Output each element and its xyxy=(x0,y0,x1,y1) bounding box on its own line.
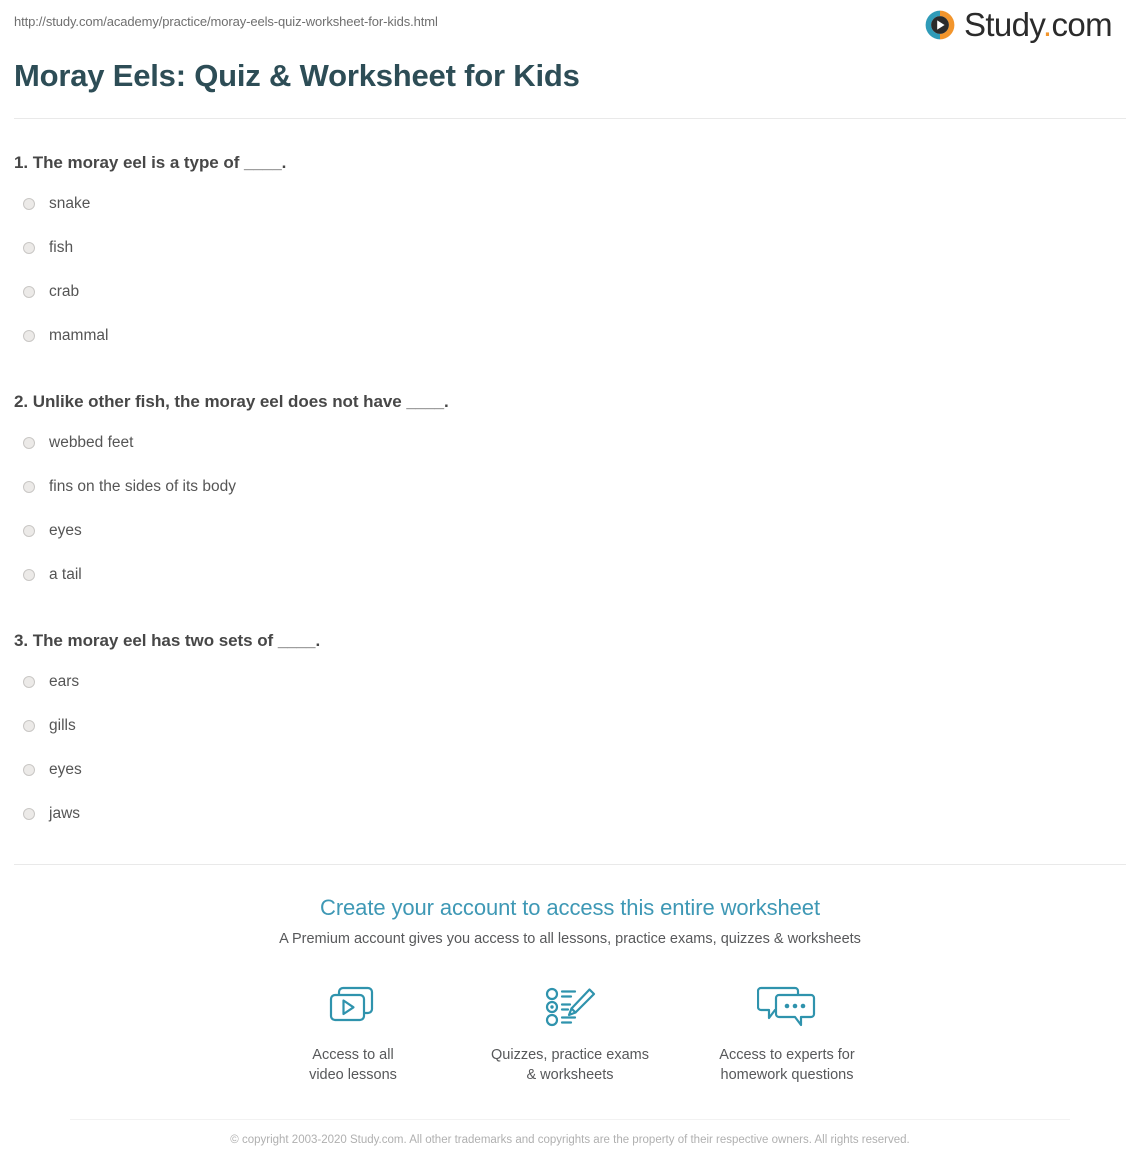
option-row[interactable]: fish xyxy=(14,226,1126,270)
questions-divider xyxy=(14,864,1126,865)
option-row[interactable]: ears xyxy=(14,660,1126,704)
radio-button-icon[interactable] xyxy=(23,569,35,581)
logo-wordmark: Study.com xyxy=(963,6,1113,43)
title-section: Moray Eels: Quiz & Worksheet for Kids xyxy=(0,48,1140,96)
title-divider xyxy=(14,118,1126,119)
copyright-text: © copyright 2003-2020 Study.com. All oth… xyxy=(230,1134,910,1146)
option-row[interactable]: crab xyxy=(14,270,1126,314)
option-label: eyes xyxy=(49,761,82,778)
question-1: 1. The moray eel is a type of ____. snak… xyxy=(14,152,1126,358)
option-label: jaws xyxy=(49,805,81,822)
radio-button-icon[interactable] xyxy=(23,764,35,776)
option-row[interactable]: gills xyxy=(14,704,1126,748)
option-row[interactable]: eyes xyxy=(14,509,1126,553)
question-text: 2. Unlike other fish, the moray eel does… xyxy=(14,392,449,411)
question-text: 3. The moray eel has two sets of ____. xyxy=(14,631,321,650)
option-row[interactable]: jaws xyxy=(14,792,1126,836)
options-list: webbed feet fins on the sides of its bod… xyxy=(14,421,1126,597)
questions-list: 1. The moray eel is a type of ____. snak… xyxy=(0,152,1140,836)
question-2: 2. Unlike other fish, the moray eel does… xyxy=(14,391,1126,597)
option-label: a tail xyxy=(49,566,82,583)
option-label: webbed feet xyxy=(49,434,134,451)
radio-button-icon[interactable] xyxy=(23,808,35,820)
option-label: mammal xyxy=(49,327,109,344)
play-circle-icon xyxy=(923,8,957,42)
options-list: snake fish crab mammal xyxy=(14,182,1126,358)
page-title: Moray Eels: Quiz & Worksheet for Kids xyxy=(14,58,580,93)
quiz-worksheet-icon xyxy=(462,981,679,1033)
options-list: ears gills eyes jaws xyxy=(14,660,1126,836)
feature-expert-help: Access to experts for homework questions xyxy=(679,981,896,1085)
option-label: snake xyxy=(49,195,91,212)
page-url: http://study.com/academy/practice/moray-… xyxy=(14,14,438,29)
radio-button-icon[interactable] xyxy=(23,481,35,493)
option-label: crab xyxy=(49,283,80,300)
radio-button-icon[interactable] xyxy=(23,330,35,342)
features-row: Access to all video lessons xyxy=(0,981,1140,1085)
feature-video-lessons: Access to all video lessons xyxy=(245,981,462,1085)
radio-button-icon[interactable] xyxy=(23,286,35,298)
option-row[interactable]: mammal xyxy=(14,314,1126,358)
option-row[interactable]: a tail xyxy=(14,553,1126,597)
radio-button-icon[interactable] xyxy=(23,676,35,688)
option-row[interactable]: fins on the sides of its body xyxy=(14,465,1126,509)
question-3: 3. The moray eel has two sets of ____. e… xyxy=(14,630,1126,836)
cta-section: Create your account to access this entir… xyxy=(0,865,1140,1085)
feature-quizzes-worksheets: Quizzes, practice exams & worksheets xyxy=(462,981,679,1085)
video-lessons-icon xyxy=(245,981,462,1033)
option-row[interactable]: snake xyxy=(14,182,1126,226)
feature-label: Quizzes, practice exams & worksheets xyxy=(491,1047,649,1083)
feature-label: Access to experts for homework questions xyxy=(719,1047,855,1083)
radio-button-icon[interactable] xyxy=(23,720,35,732)
option-row[interactable]: webbed feet xyxy=(14,421,1126,465)
option-label: eyes xyxy=(49,522,82,539)
radio-button-icon[interactable] xyxy=(23,198,35,210)
option-label: fish xyxy=(49,239,74,256)
chat-bubbles-icon xyxy=(679,981,896,1033)
logo-dot: . xyxy=(1042,6,1052,43)
top-bar: http://study.com/academy/practice/moray-… xyxy=(0,0,1140,48)
cta-subtext: A Premium account gives you access to al… xyxy=(279,931,861,947)
radio-button-icon[interactable] xyxy=(23,437,35,449)
study-com-logo[interactable]: Study.com xyxy=(923,8,1126,42)
logo-tld: com xyxy=(1051,6,1112,43)
radio-button-icon[interactable] xyxy=(23,242,35,254)
option-label: ears xyxy=(49,673,80,690)
logo-name: Study xyxy=(963,6,1044,43)
option-label: fins on the sides of its body xyxy=(49,478,236,495)
create-account-link[interactable]: Create your account to access this entir… xyxy=(320,895,820,920)
footer-divider xyxy=(70,1119,1070,1120)
radio-button-icon[interactable] xyxy=(23,525,35,537)
question-text: 1. The moray eel is a type of ____. xyxy=(14,153,287,172)
option-label: gills xyxy=(49,717,76,734)
feature-label: Access to all video lessons xyxy=(309,1047,397,1083)
option-row[interactable]: eyes xyxy=(14,748,1126,792)
